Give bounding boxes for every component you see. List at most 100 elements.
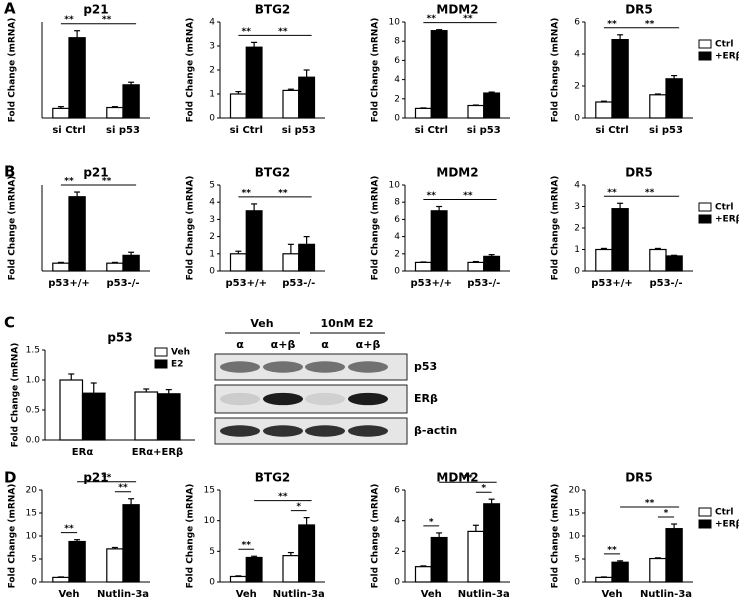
significance-label: ** <box>102 473 112 483</box>
bar <box>665 528 683 583</box>
legend-label: Ctrl <box>715 40 733 50</box>
y-tick-label: 4 <box>209 198 215 208</box>
y-tick-label: 5 <box>209 181 215 191</box>
bar <box>430 210 448 272</box>
y-tick-label: 1 <box>209 90 215 100</box>
blot-band <box>220 392 260 406</box>
bar <box>595 101 613 119</box>
blot-band <box>263 392 303 406</box>
y-tick-label: 2 <box>574 82 580 92</box>
chart-title: p21 <box>83 471 108 485</box>
x-tick-label: p53+/+ <box>411 278 452 289</box>
y-axis-label: Fold Change (mRNA) <box>551 18 561 123</box>
x-tick-label: p53+/+ <box>48 278 89 289</box>
y-tick-label: 0 <box>574 114 580 124</box>
y-tick-label: 10 <box>26 532 38 542</box>
bar <box>611 208 629 272</box>
chart-title: MDM2 <box>436 3 478 17</box>
y-axis-label: Fold Change (mRNA) <box>8 176 18 281</box>
legend-label: +ERβ <box>715 520 739 530</box>
bar <box>467 104 485 119</box>
y-tick-label: 10 <box>389 18 401 28</box>
y-tick-label: 4 <box>394 232 400 242</box>
y-tick-label: 2 <box>209 232 215 242</box>
y-axis-label: Fold Change (mRNA) <box>371 18 381 123</box>
y-tick-label: 1.5 <box>26 346 40 356</box>
bar <box>282 89 300 119</box>
blot-row-label: β-actin <box>414 424 457 437</box>
significance-label: ** <box>463 14 473 24</box>
y-tick-label: 4 <box>574 50 580 60</box>
significance-label: ** <box>607 188 617 198</box>
bar <box>665 255 683 272</box>
x-tick-label: p53-/- <box>282 278 315 289</box>
y-tick-label: 5 <box>31 555 37 565</box>
y-tick-label: 0 <box>209 114 215 124</box>
y-axis-label: Fold Change (mRNA) <box>371 176 381 281</box>
blot-group: Veh <box>250 317 273 330</box>
bar <box>156 393 181 441</box>
y-tick-label: 4 <box>209 18 215 28</box>
significance-label: * <box>664 509 669 519</box>
bar <box>595 248 613 272</box>
blot-row-label: p53 <box>414 360 437 373</box>
significance-label: ** <box>278 492 288 502</box>
x-tick-label: Nutlin-3a <box>458 589 510 600</box>
y-tick-label: 15 <box>26 509 37 519</box>
y-tick-label: 3 <box>209 42 215 52</box>
legend-label: Ctrl <box>715 508 733 518</box>
bar <box>414 566 432 583</box>
blot-band <box>348 425 388 437</box>
bar <box>611 38 629 119</box>
significance-label: ** <box>645 499 655 509</box>
x-tick-label: si Ctrl <box>230 125 263 136</box>
blot-band <box>305 425 345 437</box>
y-tick-label: 6 <box>394 486 400 496</box>
x-tick-label: Nutlin-3a <box>273 589 325 600</box>
y-tick-label: 0 <box>209 267 215 277</box>
y-tick-label: 3 <box>574 202 580 212</box>
significance-label: * <box>481 484 486 494</box>
y-tick-label: 0 <box>394 267 400 277</box>
legend-swatch <box>698 202 712 212</box>
y-tick-label: 1.0 <box>26 376 41 386</box>
y-axis-label: Fold Change (mRNA) <box>8 484 18 589</box>
y-tick-label: 10 <box>204 516 216 526</box>
x-tick-label: si Ctrl <box>595 125 628 136</box>
bar <box>229 93 247 119</box>
bar <box>245 210 263 272</box>
blot-row-label: ERβ <box>414 392 438 405</box>
legend-swatch <box>698 51 712 61</box>
blot-band <box>220 361 260 373</box>
y-tick-label: 0 <box>209 578 215 588</box>
chart-title: BTG2 <box>255 471 291 485</box>
panel-letter: D <box>4 469 16 487</box>
chart-title: MDM2 <box>436 471 478 485</box>
y-axis-label: Fold Change (mRNA) <box>186 18 196 123</box>
legend-swatch <box>154 347 168 357</box>
y-tick-label: 6 <box>394 215 400 225</box>
bar <box>298 243 316 272</box>
significance-label: ** <box>64 524 74 534</box>
legend-swatch <box>698 214 712 224</box>
x-tick-label: si Ctrl <box>52 125 85 136</box>
legend-label: Ctrl <box>715 203 733 213</box>
y-tick-label: 3 <box>209 215 215 225</box>
y-tick-label: 2 <box>394 94 400 104</box>
bar <box>649 94 667 119</box>
bar <box>414 261 432 272</box>
x-tick-label: Veh <box>601 589 622 600</box>
significance-label: ** <box>463 474 473 484</box>
x-tick-label: si Ctrl <box>415 125 448 136</box>
y-tick-label: 0 <box>31 578 37 588</box>
bar <box>122 504 140 583</box>
panel-letter: B <box>4 163 15 181</box>
blot-band <box>263 425 303 437</box>
bar <box>68 196 86 272</box>
x-tick-label: p53-/- <box>649 278 682 289</box>
chart-title: BTG2 <box>255 166 291 180</box>
y-tick-label: 10 <box>389 181 401 191</box>
x-tick-label: Veh <box>236 589 257 600</box>
bar <box>611 561 629 583</box>
